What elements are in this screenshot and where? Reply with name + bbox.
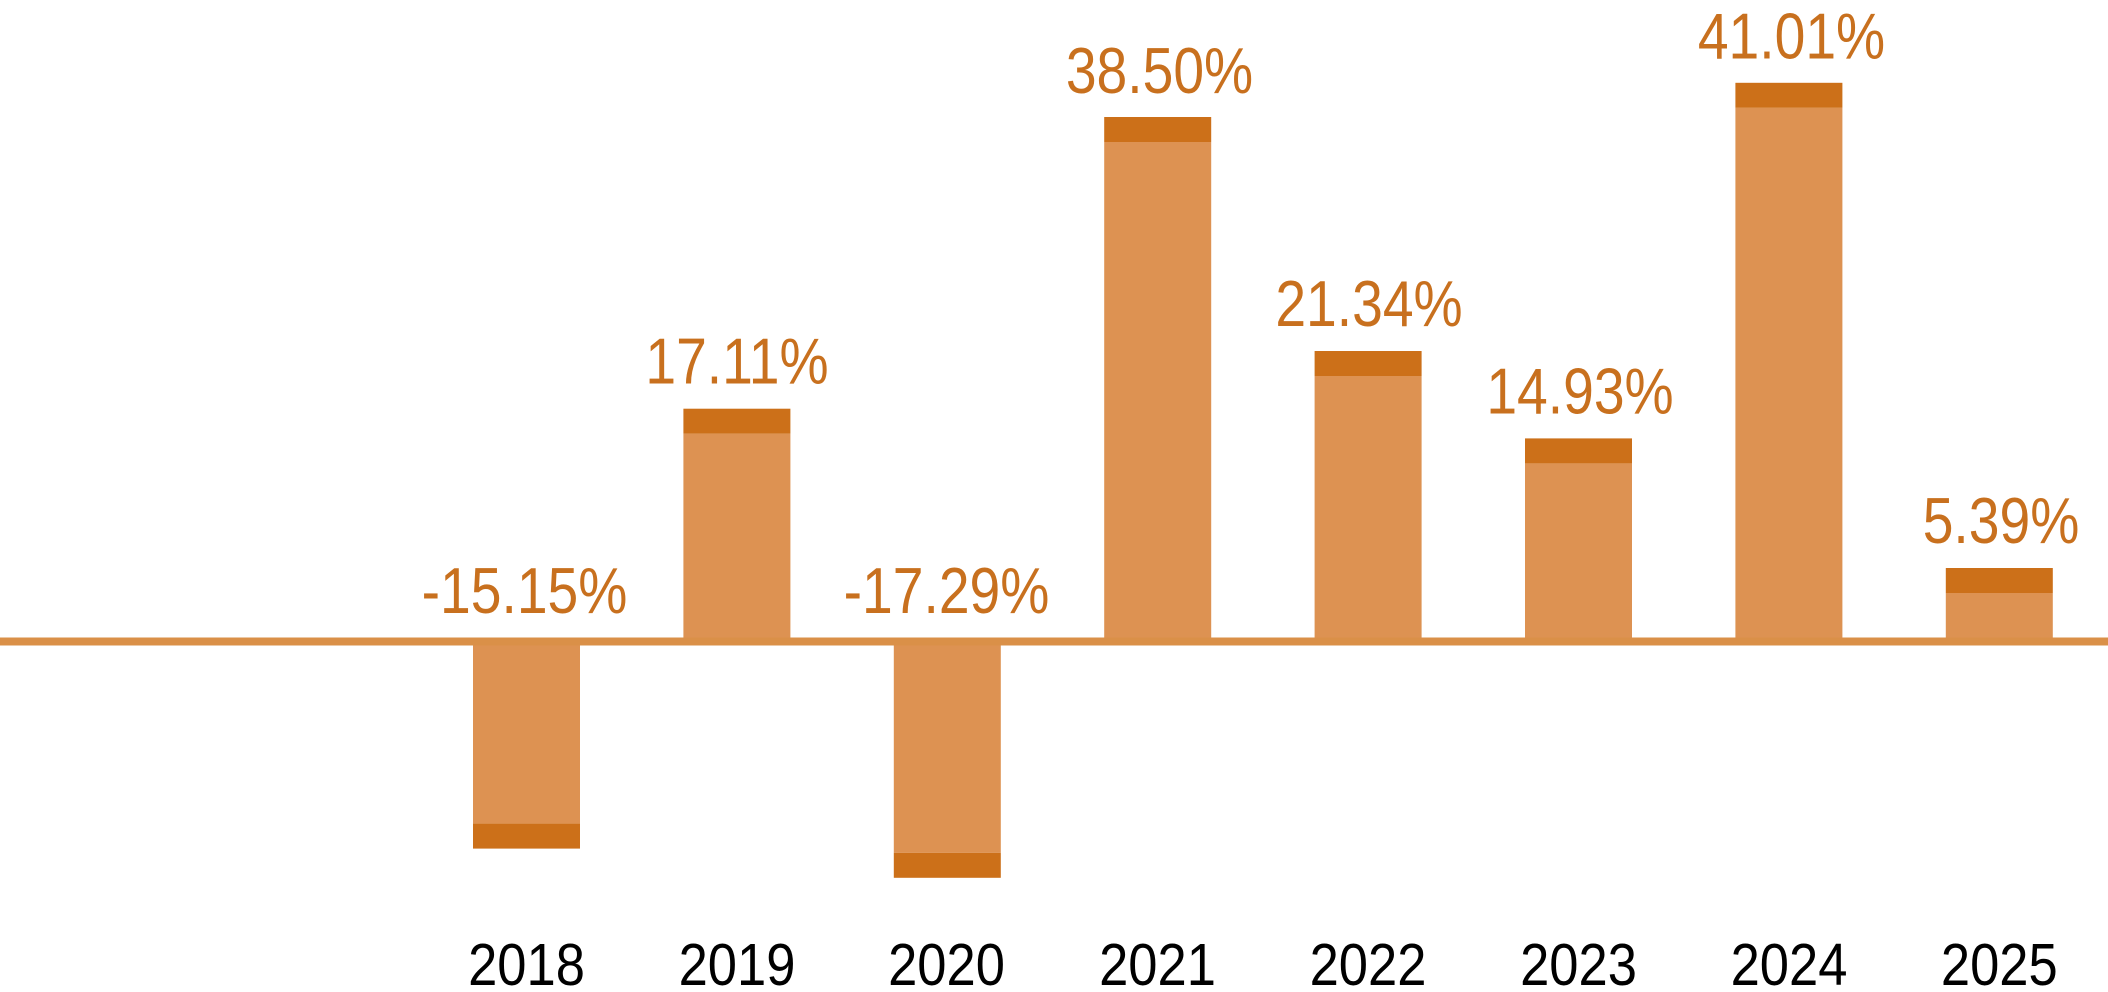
- svg-text:-17.29%: -17.29%: [844, 554, 1050, 627]
- svg-text:2024: 2024: [1731, 931, 1848, 992]
- svg-text:2025: 2025: [1941, 931, 2058, 992]
- svg-text:2020: 2020: [888, 931, 1005, 992]
- svg-text:2023: 2023: [1520, 931, 1637, 992]
- svg-text:-15.15%: -15.15%: [422, 554, 628, 627]
- svg-text:14.93%: 14.93%: [1486, 354, 1673, 427]
- svg-text:2021: 2021: [1099, 931, 1216, 992]
- svg-text:21.34%: 21.34%: [1275, 267, 1462, 340]
- svg-text:5.39%: 5.39%: [1923, 484, 2080, 557]
- svg-text:2022: 2022: [1310, 931, 1427, 992]
- svg-text:38.50%: 38.50%: [1066, 34, 1253, 107]
- svg-text:2018: 2018: [468, 931, 585, 992]
- svg-text:41.01%: 41.01%: [1698, 0, 1885, 73]
- svg-text:2019: 2019: [679, 931, 796, 992]
- svg-text:17.11%: 17.11%: [645, 324, 828, 397]
